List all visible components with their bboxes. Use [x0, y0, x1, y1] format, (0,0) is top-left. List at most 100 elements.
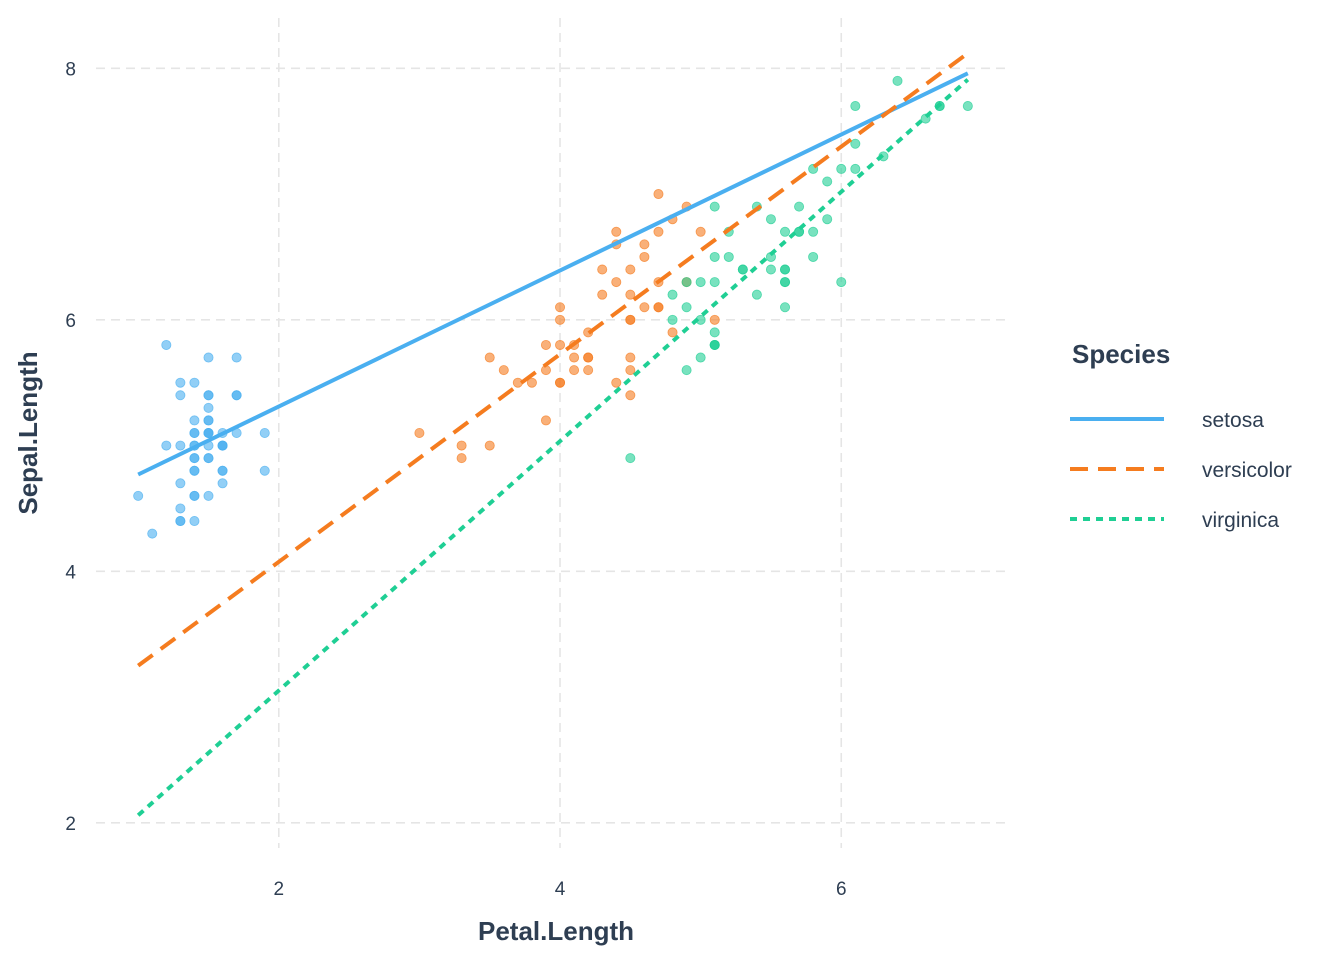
data-point-virginica [822, 176, 833, 187]
data-point-virginica [709, 327, 720, 338]
data-point-versicolor [639, 251, 650, 262]
legend-items: setosa versicolor virginica [1070, 409, 1292, 532]
legend: Species setosa versicolor virginica [1070, 339, 1292, 532]
data-point-virginica [709, 251, 720, 262]
data-point-setosa [231, 352, 242, 363]
data-point-virginica [625, 453, 636, 464]
data-point-setosa [203, 352, 214, 363]
data-point-versicolor [484, 440, 495, 451]
data-point-virginica [780, 264, 791, 275]
data-point-versicolor [709, 314, 720, 325]
fit-line-virginica [136, 78, 970, 817]
data-point-versicolor [540, 415, 551, 426]
data-point-virginica [751, 289, 762, 300]
data-point-versicolor [653, 189, 664, 200]
data-point-setosa [259, 427, 270, 438]
data-point-virginica [780, 302, 791, 313]
legend-label-virginica: virginica [1202, 509, 1279, 532]
data-point-setosa [189, 490, 200, 501]
x-tick-label: 2 [274, 879, 285, 900]
data-point-setosa [203, 427, 214, 438]
data-point-virginica [737, 264, 748, 275]
data-point-versicolor [555, 314, 566, 325]
y-tick-label: 6 [65, 311, 76, 332]
data-point-setosa [203, 415, 214, 426]
y-axis-title: Sepal.Length [13, 351, 43, 514]
y-tick-label: 4 [65, 562, 76, 583]
data-point-setosa [161, 440, 172, 451]
data-point-versicolor [611, 377, 622, 388]
fit-lines [136, 51, 970, 817]
data-point-setosa [175, 503, 186, 514]
data-point-versicolor [639, 302, 650, 313]
grid-lines [96, 18, 1010, 848]
data-point-setosa [217, 478, 228, 489]
data-point-versicolor [597, 289, 608, 300]
data-point-versicolor [569, 365, 580, 376]
data-point-setosa [189, 465, 200, 476]
data-point-setosa [189, 415, 200, 426]
data-point-versicolor [611, 277, 622, 288]
x-tick-label: 4 [555, 879, 566, 900]
data-point-virginica [723, 251, 734, 262]
data-point-versicolor [569, 352, 580, 363]
data-point-versicolor [625, 352, 636, 363]
data-point-virginica [709, 339, 720, 350]
data-point-virginica [836, 277, 847, 288]
data-point-setosa [133, 490, 144, 501]
data-points [133, 75, 973, 539]
data-point-virginica [962, 101, 973, 112]
data-point-virginica [765, 264, 776, 275]
data-point-versicolor [653, 226, 664, 237]
data-point-versicolor [653, 302, 664, 313]
data-point-versicolor [555, 377, 566, 388]
legend-label-setosa: setosa [1202, 409, 1264, 432]
data-point-setosa [175, 390, 186, 401]
data-point-virginica [892, 75, 903, 86]
data-point-versicolor [667, 327, 678, 338]
tick-labels: 2 4 6 2 4 6 8 [65, 59, 846, 900]
data-point-versicolor [625, 264, 636, 275]
data-point-virginica [780, 226, 791, 237]
data-point-virginica [695, 277, 706, 288]
data-point-versicolor [540, 339, 551, 350]
data-point-versicolor [583, 352, 594, 363]
legend-item-setosa: setosa [1070, 409, 1264, 432]
data-point-setosa [147, 528, 158, 539]
data-point-virginica [681, 277, 692, 288]
data-point-versicolor [456, 440, 467, 451]
data-point-setosa [203, 402, 214, 413]
data-point-virginica [836, 163, 847, 174]
legend-label-versicolor: versicolor [1202, 459, 1292, 482]
data-point-versicolor [695, 226, 706, 237]
data-point-versicolor [625, 365, 636, 376]
data-point-versicolor [414, 427, 425, 438]
data-point-virginica [780, 277, 791, 288]
data-point-setosa [175, 377, 186, 388]
data-point-virginica [822, 214, 833, 225]
data-point-virginica [681, 302, 692, 313]
data-point-setosa [231, 390, 242, 401]
x-axis-title: Petal.Length [478, 916, 634, 946]
data-point-versicolor [639, 239, 650, 250]
legend-item-virginica: virginica [1070, 509, 1279, 532]
data-point-versicolor [555, 339, 566, 350]
data-point-setosa [175, 440, 186, 451]
data-point-versicolor [555, 302, 566, 313]
data-point-setosa [161, 339, 172, 350]
data-point-versicolor [498, 365, 509, 376]
data-point-virginica [808, 226, 819, 237]
data-point-virginica [709, 201, 720, 212]
data-point-setosa [189, 453, 200, 464]
data-point-virginica [850, 138, 861, 149]
data-point-virginica [850, 101, 861, 112]
data-point-setosa [189, 516, 200, 527]
data-point-setosa [203, 490, 214, 501]
data-point-setosa [189, 377, 200, 388]
data-point-setosa [203, 390, 214, 401]
data-point-setosa [203, 453, 214, 464]
data-point-versicolor [583, 365, 594, 376]
data-point-versicolor [484, 352, 495, 363]
data-point-setosa [259, 465, 270, 476]
